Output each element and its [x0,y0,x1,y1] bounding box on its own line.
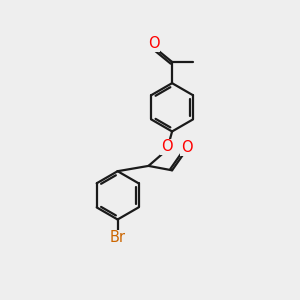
Text: Br: Br [110,230,126,245]
Text: O: O [161,139,172,154]
Text: O: O [148,36,159,51]
Text: O: O [181,140,193,155]
